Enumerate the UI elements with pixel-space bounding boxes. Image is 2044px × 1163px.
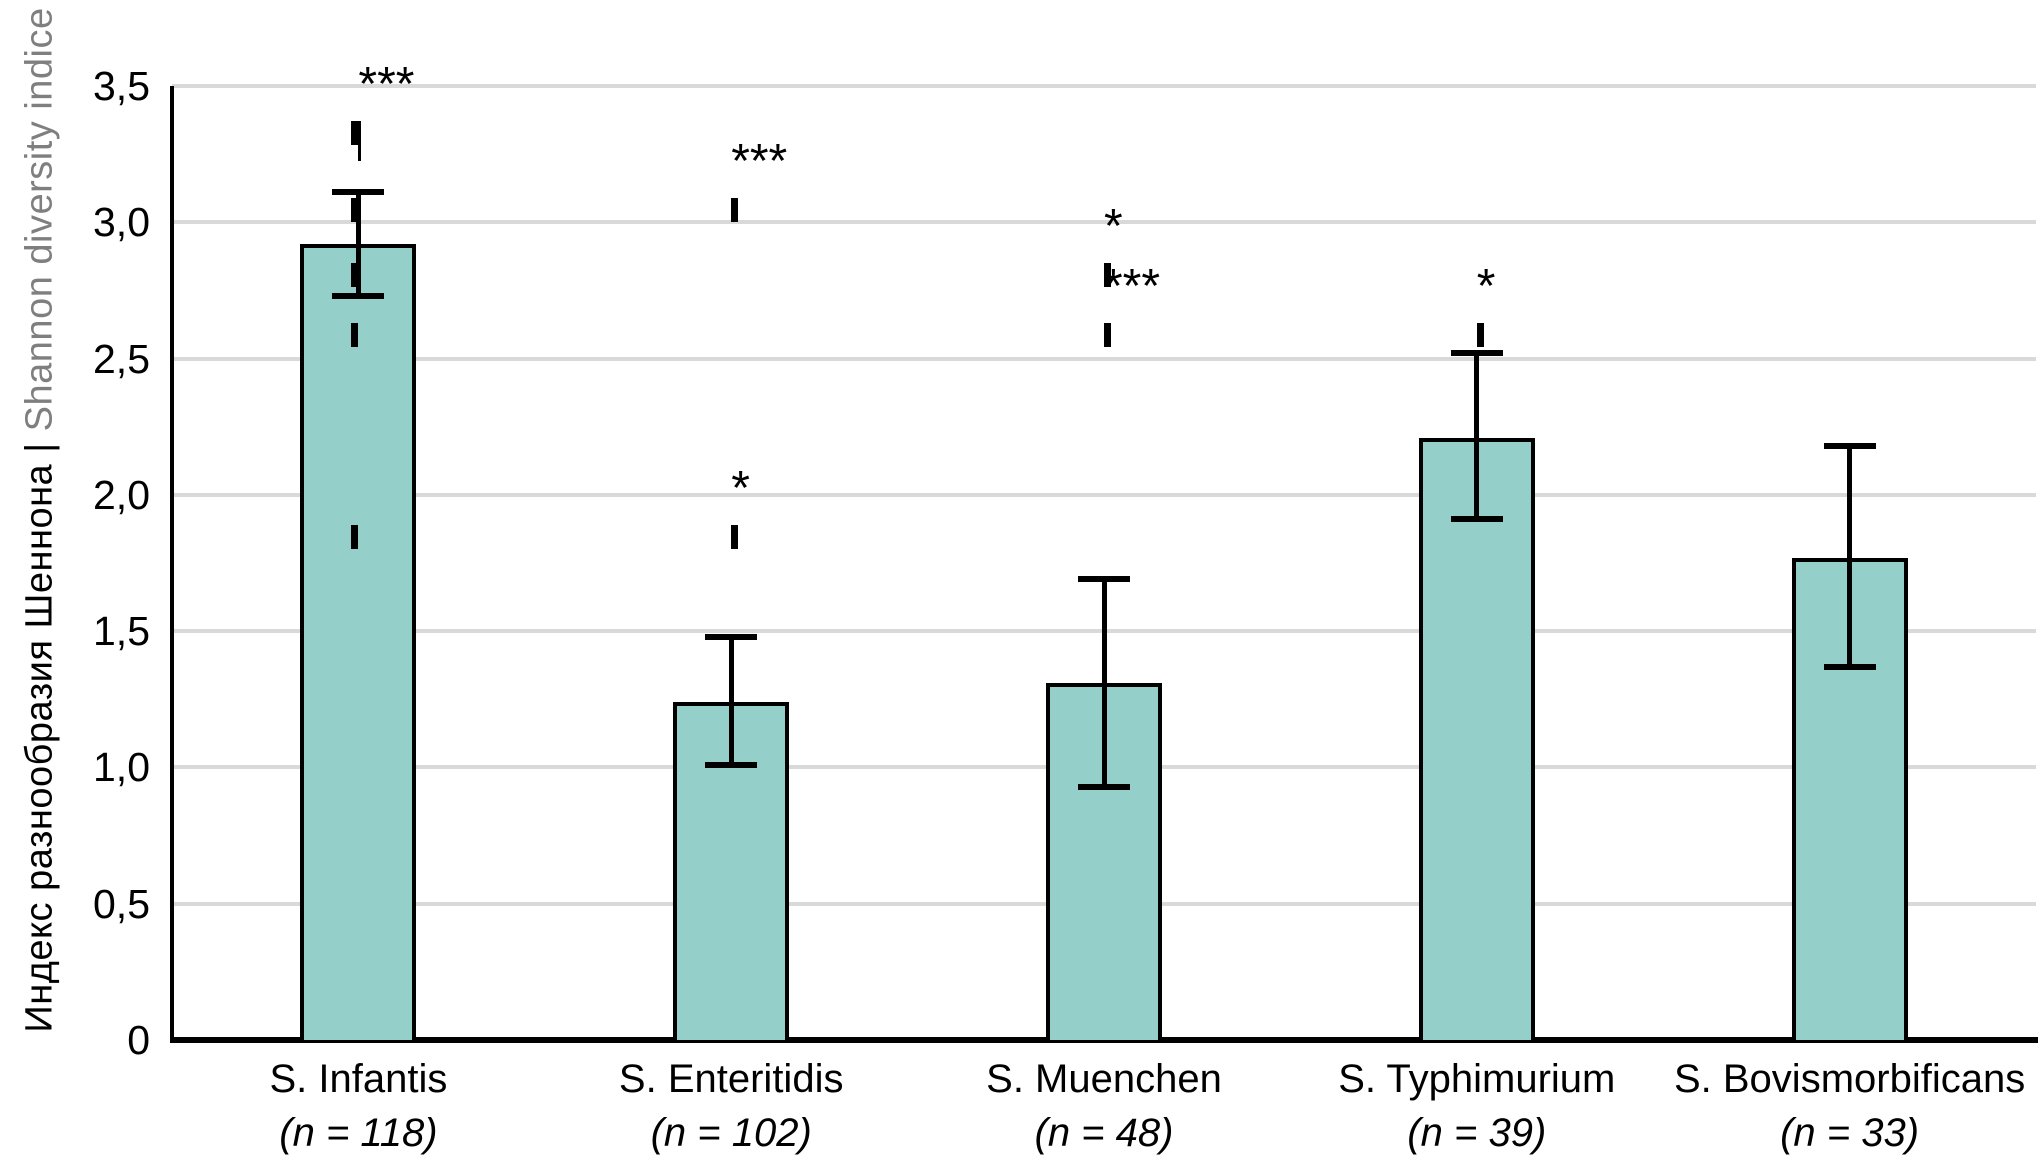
significance-bracket-tick-right (351, 121, 359, 146)
x-category-sample-size: (n = 102) (650, 1111, 812, 1155)
significance-bracket-tick-left (731, 197, 739, 222)
significance-label: * (1476, 259, 1496, 313)
y-tick-label: 3,5 (93, 63, 150, 109)
x-category-name: S. Muenchen (986, 1057, 1222, 1101)
x-category-sample-size: (n = 33) (1780, 1111, 1920, 1155)
bar (1418, 437, 1535, 1040)
error-bar-cap-bottom (1823, 663, 1876, 670)
x-category-label: S. Infantis (n = 118) (172, 1056, 545, 1156)
x-category-name: S. Typhimurium (1338, 1057, 1616, 1101)
gridline (172, 492, 2036, 497)
y-tick-label: 3,0 (93, 199, 150, 246)
significance-bracket-tick-left (1104, 262, 1111, 287)
error-bar-cap-bottom (332, 292, 385, 299)
error-bar-line (1847, 445, 1853, 667)
x-category-sample-size: (n = 48) (1034, 1111, 1174, 1155)
x-category-sample-size: (n = 39) (1407, 1111, 1547, 1155)
error-bar-line (728, 636, 734, 765)
error-bar-cap-top (1450, 350, 1503, 357)
significance-bracket-tick-left (1476, 322, 1484, 347)
error-bar-cap-bottom (1450, 516, 1503, 523)
error-bar-cap-top (332, 189, 385, 196)
error-bar-cap-bottom (1078, 783, 1130, 790)
x-category-name: S. Enteritidis (618, 1057, 844, 1101)
y-tick-label: 1,5 (93, 608, 150, 655)
x-category-sample-size: (n = 118) (279, 1111, 438, 1155)
error-bar-cap-top (1823, 442, 1876, 449)
significance-label: *** (731, 134, 788, 188)
significance-bracket-tick-left (1104, 322, 1111, 347)
y-tick-label: 2,0 (93, 471, 150, 518)
x-category-name: S. Infantis (269, 1057, 448, 1101)
x-category-label: S. Enteritidis (n = 102) (545, 1056, 918, 1156)
gridline (172, 356, 2036, 361)
bar (1046, 682, 1162, 1040)
x-category-name: S. Bovismorbificans (1673, 1057, 2026, 1101)
x-axis-line (170, 1037, 2038, 1043)
error-bar-cap-top (705, 633, 758, 640)
x-category-label: S. Typhimurium (n = 39) (1290, 1056, 1663, 1156)
significance-label: *** (1104, 259, 1161, 313)
error-bar-cap-bottom (705, 761, 758, 768)
y-tick-label: 2,5 (93, 335, 150, 382)
significance-bracket-tick-left (358, 121, 362, 162)
error-bar-cap-top (1078, 576, 1130, 583)
significance-label: * (1104, 199, 1123, 253)
significance-bracket-tick-right (351, 197, 359, 222)
y-axis-label-russian: Индекс разнообразия Шеннона | (18, 431, 61, 1033)
y-axis-line (170, 86, 174, 1043)
error-bar-line (355, 192, 361, 296)
significance-label: * (731, 461, 750, 515)
y-tick-label: 0 (127, 1017, 150, 1063)
significance-bracket-tick-right (351, 322, 359, 347)
significance-bracket-tick-right (351, 262, 359, 287)
significance-bracket-tick-right (351, 524, 359, 549)
y-tick-label: 1,0 (93, 744, 150, 791)
y-tick-label: 0,5 (93, 880, 150, 927)
x-category-label: S. Muenchen (n = 48) (918, 1056, 1291, 1156)
gridline (172, 220, 2036, 225)
x-category-label: S. Bovismorbificans (n = 33) (1663, 1056, 2036, 1156)
significance-bracket-tick-left (731, 524, 739, 549)
gridline (172, 84, 2036, 88)
error-bar-line (1101, 579, 1107, 787)
bar (300, 244, 417, 1040)
error-bar-line (1474, 353, 1480, 520)
